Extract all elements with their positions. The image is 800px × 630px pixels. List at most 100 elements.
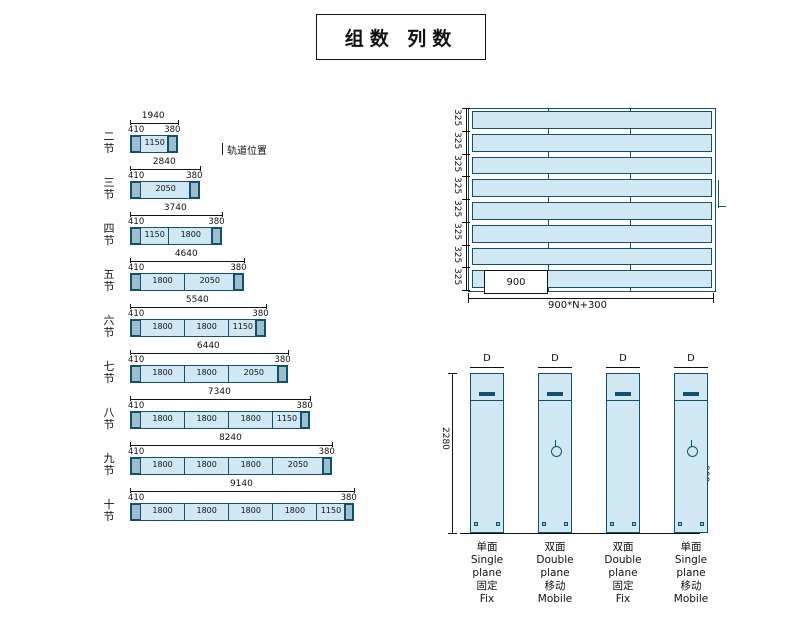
right-end-value: 380 [230,263,247,273]
overall-dim-line [130,491,354,492]
handle-slot-icon [615,392,631,396]
overall-length-value: 7340 [207,387,231,397]
left-endcap [131,366,142,382]
cabinet-depth-dim-line [674,367,708,368]
module-cell: 2050 [141,182,192,198]
right-endcap [343,504,353,520]
left-end-value: 410 [128,125,145,135]
shelving-elevation: 325 325 325 325 325 325 325 325 900 900*N+300 [440,100,750,311]
cabinet-caption-cn: 单面 [476,541,498,553]
module-bar: 1800 2050 [130,273,244,291]
module-cell-value: 1150 [144,138,165,147]
module-cell-value: 1150 [232,322,253,331]
module-cell-value: 1800 [180,230,201,239]
module-cell-value: 1800 [284,506,306,515]
module-cell-value: 1800 [152,276,173,285]
dim-tick [130,350,131,355]
module-cell-value: 1150 [320,506,342,515]
cabinet-caption: 单面 Single plane 固定 Fix [460,541,514,606]
handwheel-icon [686,446,698,457]
cabinet-foot [632,522,636,526]
module-cell: 2050 [185,274,236,290]
cabinet-foot [542,522,546,526]
bay-width-value: 900 [506,276,526,288]
total-width-tick-right [713,293,714,303]
overall-length-value: 1940 [141,111,165,121]
dim-tick [353,488,355,493]
cabinet-caption-cn: 双面 [612,541,634,553]
cabinet-caption-en2: plane [676,567,706,579]
module-cell-value: 1800 [152,460,173,469]
cabinet-caption-cn2: 固定 [612,580,634,592]
right-end-value: 380 [318,447,335,457]
module-cell: 1800 [141,504,186,520]
dim-tick [177,120,179,125]
module-cell: 1800 [169,228,214,244]
module-cell: 1800 [229,504,274,520]
module-bar: 1800 1800 1800 2050 [130,457,332,475]
left-endcap [131,274,142,290]
cabinet-depth-label: D [551,353,559,364]
left-end-value: 410 [128,309,145,319]
module-cell-value: 2050 [243,368,265,377]
diagram-title: 组数 列数 [344,27,458,50]
module-bar: 1800 1800 1800 1150 [130,411,310,429]
floor-line [460,533,698,534]
dim-tick [130,166,131,171]
module-cell-value: 1800 [152,368,173,377]
right-endcap [277,366,287,382]
module-cell: 1800 [185,504,230,520]
right-endcap [299,412,309,428]
left-endcap [131,182,142,198]
rail-position-label: 轨道位置 [227,146,267,157]
module-cell-value: 2050 [199,276,220,285]
cabinet-body [674,373,708,533]
module-cell-value: 1800 [196,368,217,377]
module-cell-value: 1800 [196,506,217,515]
cabinet-caption-en2: plane [608,567,638,579]
cabinet-foot [474,522,478,526]
overall-dim-line [130,445,332,446]
shelf-row-height-value: 325 [452,268,462,286]
left-end-value: 410 [128,401,145,411]
cabinet-foot [700,522,704,526]
overall-length-value: 5540 [185,295,209,305]
overall-length-value: 6440 [196,341,220,351]
cabinet-caption-cn: 双面 [544,541,566,553]
total-width-dim-line [468,298,714,299]
module-cell: 1800 [141,366,186,382]
module-bar: 1150 1800 [130,227,222,245]
row-label-5: 五节 [103,268,115,293]
module-bar: 1150 [130,135,178,153]
row-label-8: 八节 [103,406,115,431]
module-cell: 1800 [185,366,230,382]
cabinet-caption-cn: 单面 [680,541,702,553]
right-end-value: 380 [340,493,357,503]
cabinet-divider [607,400,639,401]
module-cell: 1150 [141,228,170,244]
cabinet-divider [539,400,571,401]
module-bar: 2050 [130,181,200,199]
row-label-6: 六节 [103,314,115,339]
dim-tick [221,212,223,217]
cabinet-body [606,373,640,533]
height-dim-tick-top [448,373,457,374]
row-label-7: 七节 [103,360,115,385]
shelf-dim-tick [462,290,470,291]
cabinet-caption-en3: Mobile [673,593,709,605]
left-endcap [131,320,142,336]
dim-tick [130,304,131,309]
cabinet-divider [675,400,707,401]
module-cell: 1150 [229,320,258,336]
left-endcap [131,412,142,428]
module-cell: 1150 [141,136,170,152]
handle-bar-icon [718,206,726,207]
overall-length-value: 8240 [218,433,242,443]
dim-tick [130,442,131,447]
dim-tick [130,488,131,493]
shelf-row [472,224,712,243]
cabinet-caption-en2: plane [472,567,502,579]
module-cell: 2050 [229,366,280,382]
module-cell: 1800 [229,412,274,428]
